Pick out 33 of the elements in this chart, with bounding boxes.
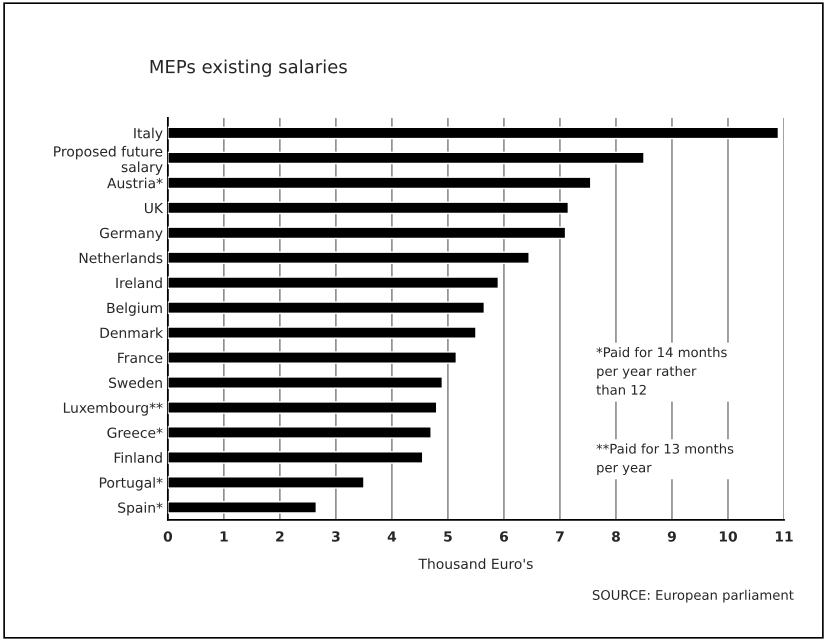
annotation: **Paid for 13 months per year	[596, 443, 734, 476]
y-tick-label: UK	[144, 202, 164, 214]
y-tick-label: Portugal*	[100, 477, 163, 491]
y-tick-label: Ireland	[116, 277, 162, 288]
y-tick-label: Italy	[134, 128, 163, 142]
y-tick-label: Proposed future salary	[54, 146, 163, 175]
y-tick-label: Sweden	[109, 377, 162, 388]
x-tick-label: 11	[776, 531, 793, 542]
chart-title: MEPs existing salaries	[150, 59, 347, 77]
y-tick-label: Luxembourg**	[64, 402, 163, 416]
x-tick-label: 5	[444, 531, 452, 542]
annotation: *Paid for 14 months per year rather than 12	[596, 347, 727, 395]
y-tick-label: Germany	[100, 228, 163, 241]
y-tick-label: Netherlands	[80, 252, 162, 264]
y-tick-label: Austria*	[107, 178, 163, 188]
x-tick-label: 3	[332, 531, 340, 542]
y-tick-label: Finland	[114, 452, 162, 463]
y-tick-label: Denmark	[100, 327, 163, 338]
x-axis-title: Thousand Euro's	[418, 558, 533, 570]
y-tick-label: Belgium	[107, 302, 162, 316]
x-tick-label: 2	[276, 531, 284, 542]
x-tick-label: 7	[556, 531, 564, 542]
y-tick-label: France	[118, 352, 162, 364]
x-tick-label: 8	[612, 531, 620, 542]
x-tick-label: 0	[164, 531, 172, 542]
x-tick-label: 6	[500, 531, 508, 542]
x-tick-label: 1	[220, 531, 228, 542]
y-tick-label: Greece*	[107, 427, 163, 438]
x-tick-label: 9	[668, 531, 676, 542]
y-tick-label: Spain*	[118, 502, 163, 516]
x-tick-label: 4	[388, 531, 396, 542]
source-note: SOURCE: European parliament	[592, 590, 794, 603]
x-tick-label: 10	[720, 531, 737, 542]
